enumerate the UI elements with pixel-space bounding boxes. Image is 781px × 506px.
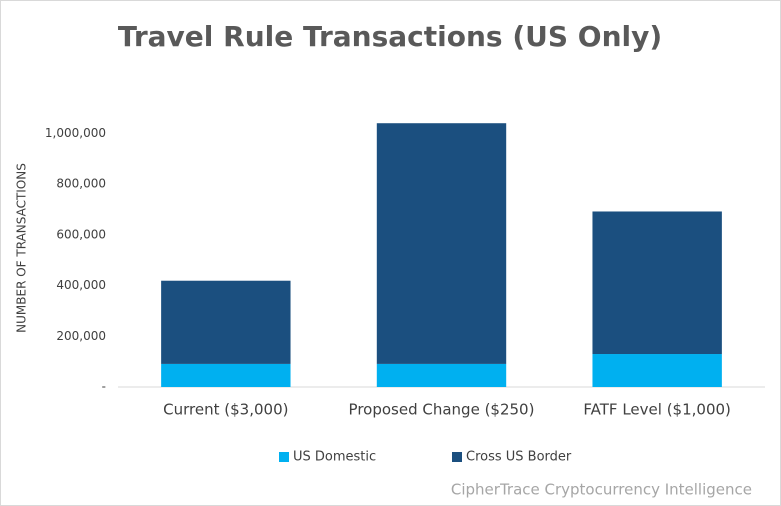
chart-title: Travel Rule Transactions (US Only) (118, 20, 662, 53)
legend-label: Cross US Border (466, 450, 572, 465)
bar-segment (376, 363, 507, 387)
y-tick-label: 800,000 (56, 177, 106, 191)
y-tick-label: 200,000 (56, 329, 106, 343)
legend-label: US Domestic (293, 450, 376, 465)
bar-segment (592, 211, 722, 355)
source-note: CipherTrace Cryptocurrency Intelligence (451, 481, 752, 499)
legend-swatch (452, 452, 462, 462)
bar-segment (161, 280, 291, 364)
legend-swatch (279, 452, 289, 462)
y-tick-label: 600,000 (56, 227, 106, 241)
bar-segment (592, 354, 722, 387)
bar-segment (161, 363, 291, 387)
x-tick-label: Current ($3,000) (163, 401, 288, 419)
bar-segment (376, 123, 507, 364)
y-tick-label: - (102, 380, 106, 394)
x-tick-label: Proposed Change ($250) (349, 401, 535, 419)
y-tick-label: 1,000,000 (45, 126, 106, 140)
x-tick-label: FATF Level ($1,000) (583, 401, 730, 419)
y-axis-title: NUMBER OF TRANSACTIONS (15, 163, 29, 333)
y-tick-label: 400,000 (56, 278, 106, 292)
